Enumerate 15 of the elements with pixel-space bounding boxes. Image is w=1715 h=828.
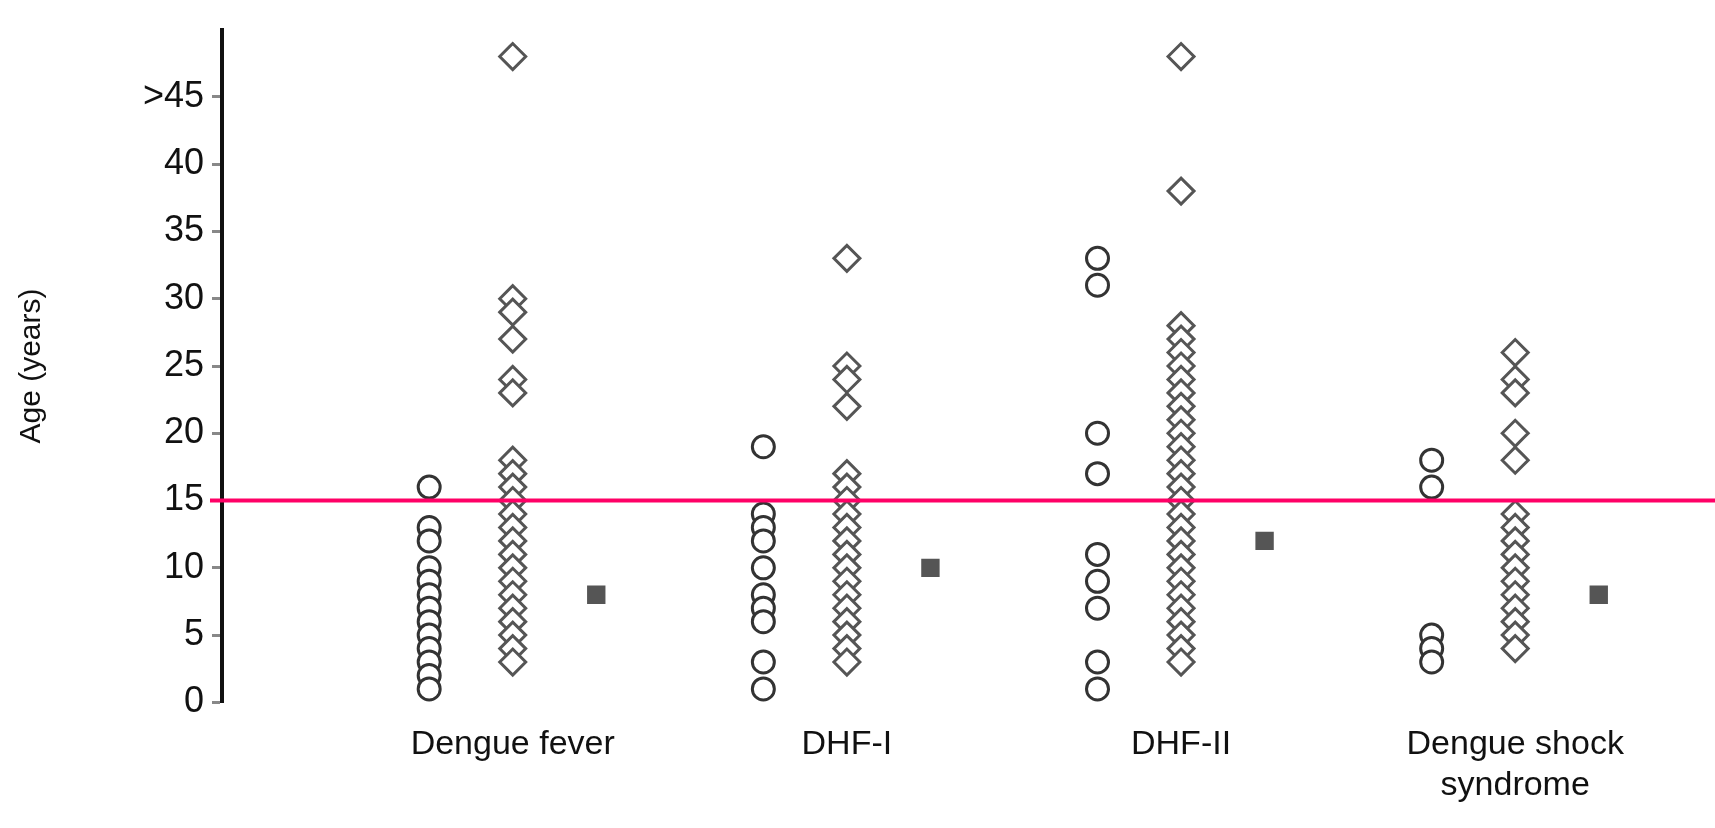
y-tick-label: 10 bbox=[163, 544, 204, 586]
y-tick-label: 0 bbox=[183, 679, 204, 721]
x-tick-label: DHF-II bbox=[1131, 723, 1232, 762]
x-tick-label: DHF-I bbox=[801, 723, 893, 762]
y-tick-label: 30 bbox=[163, 275, 204, 317]
y-tick-label: 40 bbox=[163, 141, 204, 183]
y-axis-title: Age (years) bbox=[13, 288, 47, 444]
y-tick-label: 35 bbox=[163, 208, 204, 250]
x-tick-label: Dengue shock syndrome bbox=[1406, 723, 1625, 802]
y-tick-label: 25 bbox=[163, 342, 204, 384]
y-tick-label: >45 bbox=[142, 73, 204, 115]
y-tick-label: 20 bbox=[163, 410, 204, 452]
y-tick-label: 15 bbox=[163, 477, 204, 519]
y-tick-label: 5 bbox=[183, 612, 204, 654]
x-tick-label: Dengue fever bbox=[410, 723, 615, 762]
